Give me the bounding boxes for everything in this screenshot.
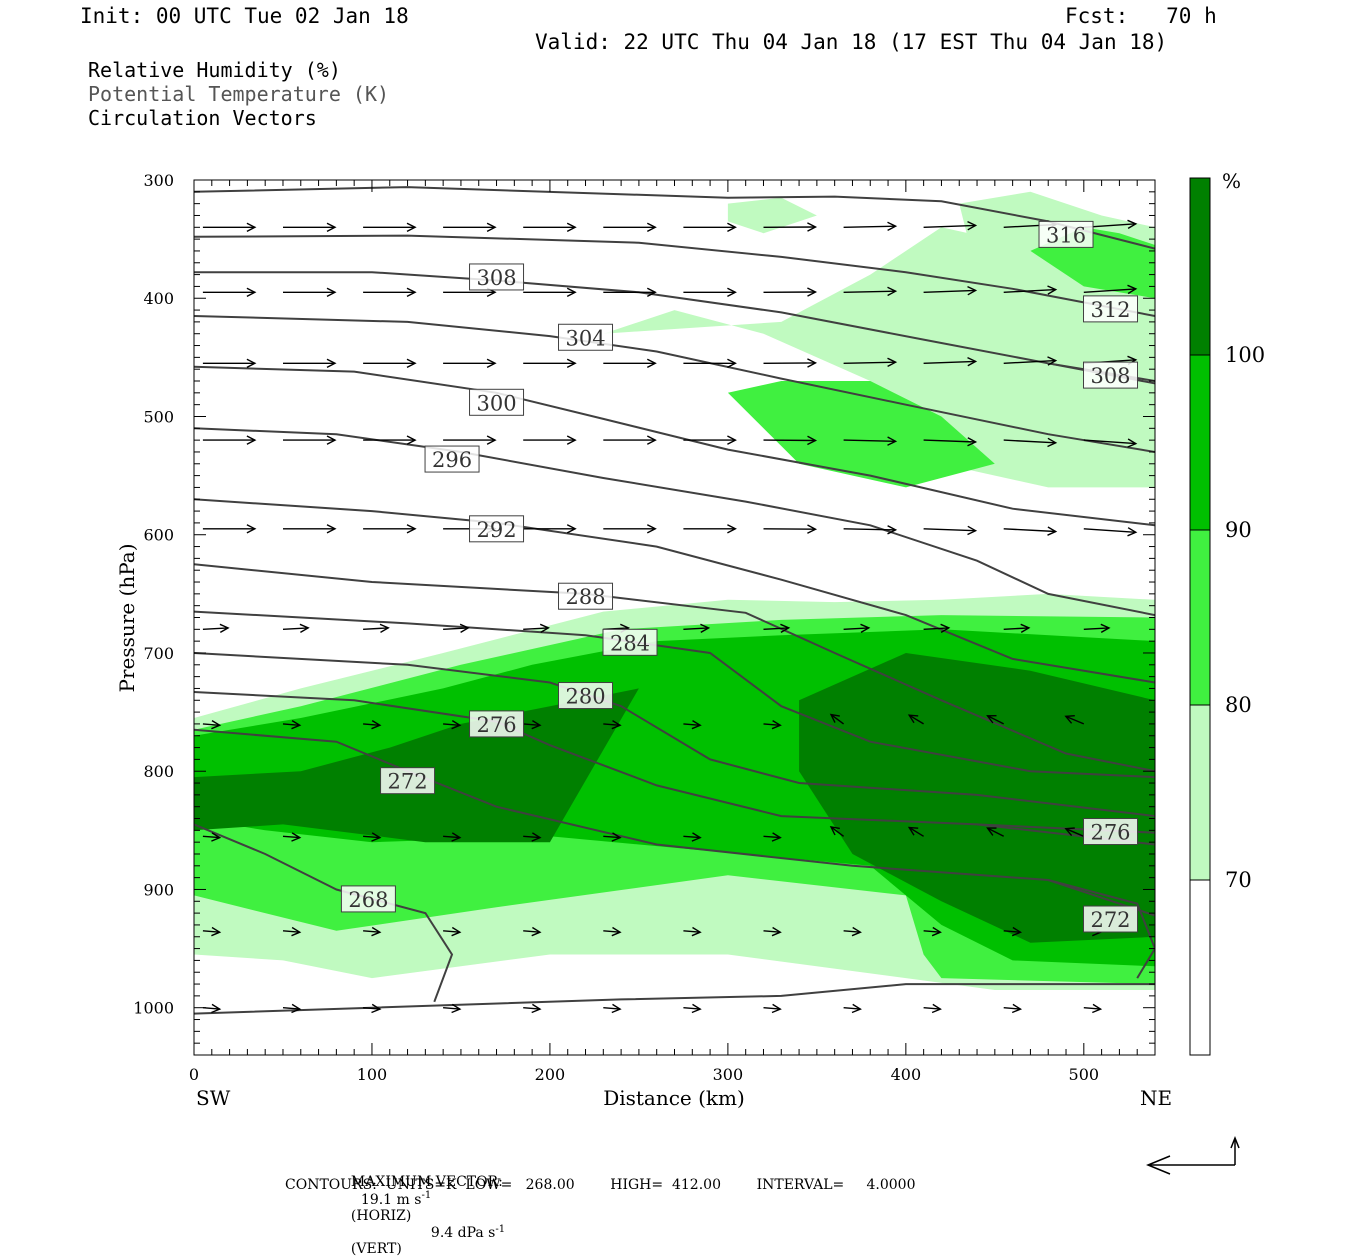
x-tick-label: 300 [713,1065,744,1084]
y-tick-label: 600 [143,526,174,545]
y-tick-label: 700 [143,644,174,663]
x-tick-label: 0 [189,1065,199,1084]
y-axis-title: Pressure (hPa) [115,544,139,693]
footer-max-vector: MAXIMUM VECTOR: 19.1 m s-1 (HORIZ) 9.4 d… [342,1158,505,1257]
isentrope-label: 308 [476,266,516,290]
isentrope-label: 268 [348,888,388,912]
max-vert: 9.4 dPa s [431,1225,495,1241]
circulation-vector [283,628,308,629]
horiz-tag: (HORIZ) [351,1208,411,1224]
circulation-vector [844,226,896,227]
colorbar-level: 90 [1225,518,1252,542]
colorbar-level: 100 [1225,343,1265,367]
colorbar-segment [1190,178,1210,355]
circulation-vector [1084,529,1136,533]
y-tick-label: 1000 [133,999,174,1018]
colorbar-segment [1190,530,1210,705]
isentrope-label: 296 [432,448,472,472]
x-end-right: NE [1140,1086,1172,1110]
x-tick-label: 400 [891,1065,922,1084]
isentrope-label: 312 [1090,298,1130,322]
isentrope-label: 304 [565,326,605,350]
circulation-vector [203,628,228,629]
isentrope-label: 292 [476,518,516,542]
circulation-vector [1004,529,1056,532]
vert-exp: -1 [495,1224,505,1235]
isentrope-label: 300 [476,391,516,415]
isentrope-label: 272 [388,770,428,794]
x-tick-label: 500 [1069,1065,1100,1084]
circulation-vector [363,628,388,629]
y-tick-label: 900 [143,880,174,899]
y-tick-label: 300 [143,171,174,190]
isentrope-label: 276 [476,713,516,737]
isentrope-label: 316 [1046,223,1086,247]
footer-contours: CONTOURS: UNITS=K LOW= 268.00 HIGH= 412.… [285,1177,916,1193]
y-tick-label: 400 [143,289,174,308]
y-tick-label: 500 [143,407,174,426]
circulation-vector [443,628,468,629]
colorbar-segment [1190,355,1210,530]
x-tick-label: 100 [357,1065,388,1084]
colorbar-level: 80 [1225,693,1252,717]
circulation-vector [924,529,976,531]
x-end-left: SW [196,1086,231,1110]
isentrope-label: 272 [1090,908,1130,932]
isentrope-label: 284 [610,631,650,655]
isentrope-label: 280 [565,685,605,709]
y-tick-label: 800 [143,762,174,781]
colorbar-segment [1190,705,1210,880]
reference-vector [1148,1138,1239,1174]
isentrope-label: 288 [565,585,605,609]
isentrope-label: 276 [1090,821,1130,845]
isentrope-label: 308 [1090,364,1130,388]
x-axis-title: Distance (km) [603,1086,745,1110]
colorbar-unit: % [1222,169,1241,193]
vert-tag: (VERT) [351,1241,402,1257]
colorbar-level: 70 [1225,868,1252,892]
colorbar-segment [1190,880,1210,1055]
x-tick-label: 200 [535,1065,566,1084]
circulation-vector [844,529,896,530]
